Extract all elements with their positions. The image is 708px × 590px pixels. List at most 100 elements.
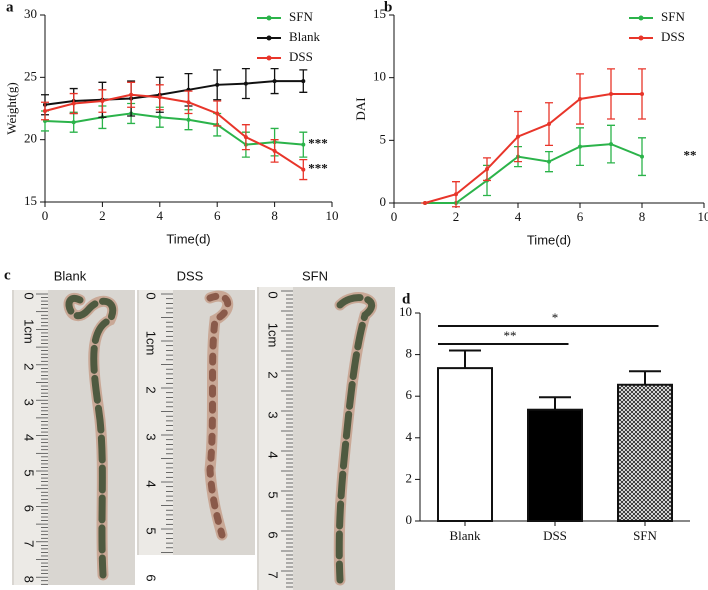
point	[423, 201, 427, 205]
point	[243, 135, 248, 140]
point	[640, 154, 644, 159]
y-axis-label: Weight(g)	[4, 82, 19, 134]
ruler	[259, 287, 293, 590]
point	[186, 100, 191, 105]
y-tick-label: 0	[380, 194, 387, 209]
point	[547, 159, 551, 164]
point	[609, 142, 613, 147]
ruler-label: 8	[22, 576, 37, 583]
ruler-label: 6	[22, 505, 37, 512]
point	[578, 96, 582, 101]
y-tick-label: 2	[406, 470, 413, 485]
panel-label: b	[384, 0, 392, 15]
x-tick-label: 6	[214, 208, 221, 223]
point	[301, 79, 306, 84]
panel-label: d	[402, 291, 411, 307]
ruler-label: 1cm	[266, 323, 281, 348]
point	[43, 108, 47, 113]
panel-label: a	[6, 0, 14, 15]
x-tick-label: 0	[42, 208, 49, 223]
y-tick-label: 4	[406, 429, 413, 444]
point	[215, 111, 220, 116]
legend-marker	[266, 35, 272, 41]
legend-label: SFN	[661, 9, 685, 24]
legend-label: DSS	[289, 49, 313, 64]
point	[609, 91, 613, 96]
ruler	[14, 290, 48, 585]
legend-marker	[266, 15, 272, 21]
ruler-label: 3	[266, 411, 281, 418]
bar	[617, 383, 673, 523]
x-tick-label: 2	[453, 209, 460, 224]
error-bar	[539, 396, 571, 410]
point	[272, 79, 277, 84]
point	[547, 122, 551, 127]
ruler-label: 7	[266, 571, 281, 578]
ruler-label: 2	[266, 371, 281, 378]
legend-marker	[266, 55, 272, 61]
legend-label: Blank	[289, 29, 321, 44]
point	[301, 167, 306, 172]
ruler-label: 0	[22, 292, 37, 299]
y-axis-label: DAI	[353, 97, 368, 120]
point	[640, 91, 644, 96]
point	[215, 82, 220, 87]
ruler-label: 4	[22, 434, 37, 441]
y-tick-label: 10	[373, 69, 386, 84]
photo-label: Blank	[54, 268, 87, 283]
photo: 0 1cm 2 3 4 5 6 7 8	[12, 290, 135, 585]
colon-content	[65, 294, 116, 579]
x-tick-label: 10	[326, 208, 339, 223]
point	[516, 134, 520, 139]
y-tick-label: 15	[373, 6, 386, 21]
ruler-label: 2	[22, 363, 37, 370]
series-line	[425, 143, 643, 204]
point	[243, 81, 248, 86]
ruler-label: 2	[144, 386, 159, 393]
point	[100, 99, 105, 104]
point	[578, 144, 582, 149]
x-tick-label: Blank	[449, 528, 481, 543]
point	[485, 167, 489, 172]
x-tick-label: DSS	[543, 528, 567, 543]
y-tick-label: 8	[406, 346, 413, 361]
point	[71, 120, 76, 125]
ruler-label: 3	[144, 433, 159, 440]
x-axis-label: Time(d)	[527, 232, 571, 247]
y-tick-label: 15	[24, 193, 37, 208]
ruler-label: 6	[144, 574, 159, 581]
x-tick-label: 6	[577, 209, 584, 224]
annotation: ***	[308, 136, 328, 151]
significance-label: **	[504, 328, 517, 343]
x-tick-label: 8	[271, 208, 278, 223]
ruler-label: 5	[266, 491, 281, 498]
y-tick-label: 25	[24, 68, 37, 83]
error-bar	[629, 370, 661, 385]
ruler-label: 6	[266, 531, 281, 538]
x-tick-label: 4	[515, 209, 522, 224]
ruler-label: 7	[22, 540, 37, 547]
point	[272, 148, 277, 153]
legend-label: DSS	[661, 29, 685, 44]
ruler-label: 0	[266, 291, 281, 298]
ruler-label: 3	[22, 399, 37, 406]
y-tick-label: 5	[380, 131, 387, 146]
ruler-label: 4	[266, 451, 281, 458]
series-line	[44, 93, 304, 171]
bar	[437, 367, 493, 522]
y-tick-label: 6	[406, 387, 413, 402]
y-tick-label: 0	[406, 512, 413, 527]
error-bar	[449, 349, 481, 369]
ruler-label: 5	[144, 527, 159, 534]
point	[454, 192, 458, 197]
ruler-label: 1cm	[22, 319, 37, 344]
series-line	[424, 92, 642, 204]
point	[157, 115, 162, 120]
point	[71, 101, 76, 106]
x-axis-label: Time(d)	[166, 231, 210, 246]
photo: 0 1cm 2 3 4 5 6 7	[257, 287, 395, 590]
ruler-label: 4	[144, 480, 159, 487]
significance-label: *	[552, 310, 559, 325]
annotation: **	[684, 148, 697, 163]
